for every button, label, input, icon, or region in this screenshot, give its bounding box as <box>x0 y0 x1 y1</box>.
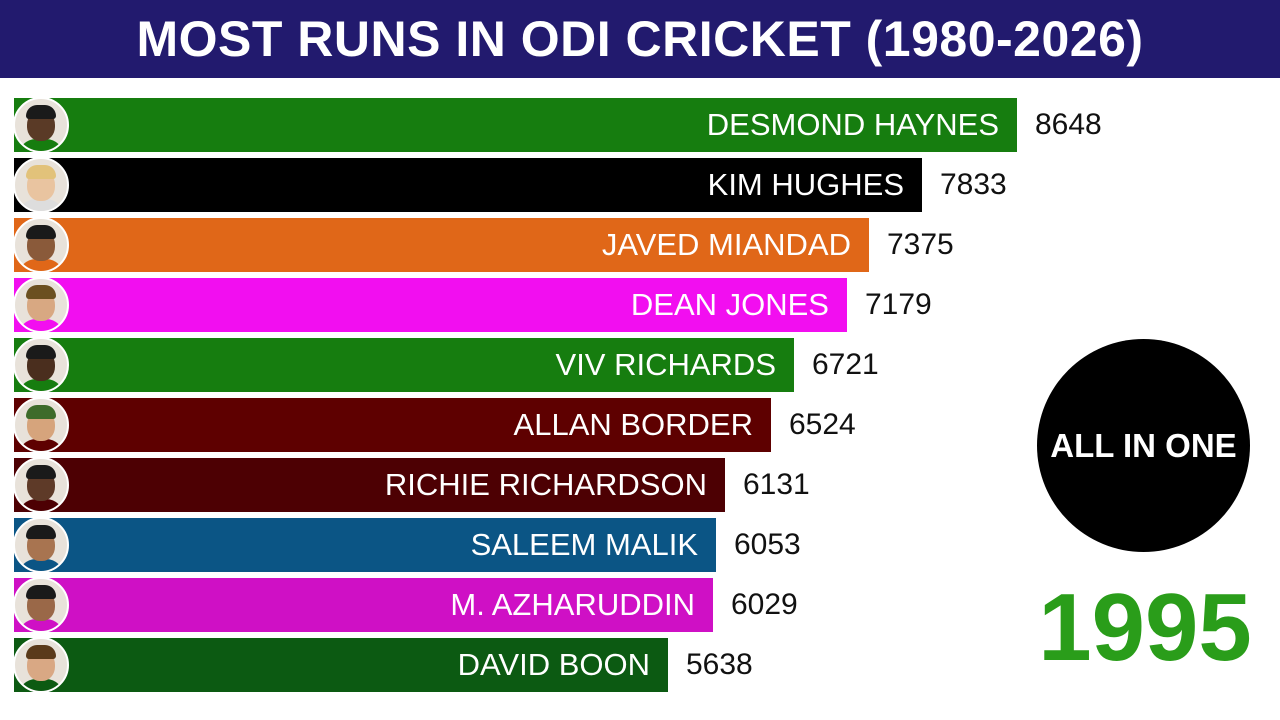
data-label: 7179 <box>865 288 932 321</box>
data-label: 6053 <box>734 528 801 561</box>
year-label: 1995 <box>1038 574 1252 681</box>
data-label: 6131 <box>743 468 810 501</box>
bar: DESMOND HAYNES <box>14 98 1017 152</box>
bar-label: RICHIE RICHARDSON <box>384 467 707 502</box>
bar-label: KIM HUGHES <box>707 167 904 202</box>
bar: VIV RICHARDS <box>14 338 794 392</box>
player-photo-icon <box>13 637 69 693</box>
player-photo-icon <box>13 97 69 153</box>
bar: JAVED MIANDAD <box>14 218 869 272</box>
player-photo-icon <box>13 577 69 633</box>
logo-label: ALL IN ONE <box>1050 426 1237 464</box>
bar: ALLAN BORDER <box>14 398 771 452</box>
bar-chart: DESMOND HAYNES 8648 KIM HUGHES 7833 JAVED MI… <box>0 90 1280 710</box>
data-label: 7833 <box>940 168 1007 201</box>
data-label: 7375 <box>887 228 954 261</box>
bar-label: VIV RICHARDS <box>555 347 776 382</box>
bar-label: M. AZHARUDDIN <box>450 587 695 622</box>
player-photo-icon <box>13 397 69 453</box>
bar: RICHIE RICHARDSON <box>14 458 725 512</box>
page-title: MOST RUNS IN ODI CRICKET (1980-2026) <box>136 11 1144 67</box>
bar-label: SALEEM MALIK <box>470 527 698 562</box>
bar: DAVID BOON <box>14 638 668 692</box>
bar: KIM HUGHES <box>14 158 922 212</box>
player-photo-icon <box>13 277 69 333</box>
data-label: 5638 <box>686 648 753 681</box>
bar: M. AZHARUDDIN <box>14 578 713 632</box>
bar: DEAN JONES <box>14 278 847 332</box>
player-photo-icon <box>13 157 69 213</box>
player-photo-icon <box>13 457 69 513</box>
all-in-one-logo: ALL IN ONE <box>1037 339 1250 552</box>
bar-label: DESMOND HAYNES <box>706 107 999 142</box>
player-photo-icon <box>13 217 69 273</box>
data-label: 6524 <box>789 408 856 441</box>
data-label: 8648 <box>1035 108 1102 141</box>
bar: SALEEM MALIK <box>14 518 716 572</box>
data-label: 6721 <box>812 348 879 381</box>
bar-label: ALLAN BORDER <box>513 407 753 442</box>
data-label: 6029 <box>731 588 798 621</box>
player-photo-icon <box>13 517 69 573</box>
player-photo-icon <box>13 337 69 393</box>
bar-label: JAVED MIANDAD <box>601 227 851 262</box>
bar-label: DAVID BOON <box>457 647 650 682</box>
title-bar: MOST RUNS IN ODI CRICKET (1980-2026) <box>0 0 1280 78</box>
bar-label: DEAN JONES <box>630 287 829 322</box>
